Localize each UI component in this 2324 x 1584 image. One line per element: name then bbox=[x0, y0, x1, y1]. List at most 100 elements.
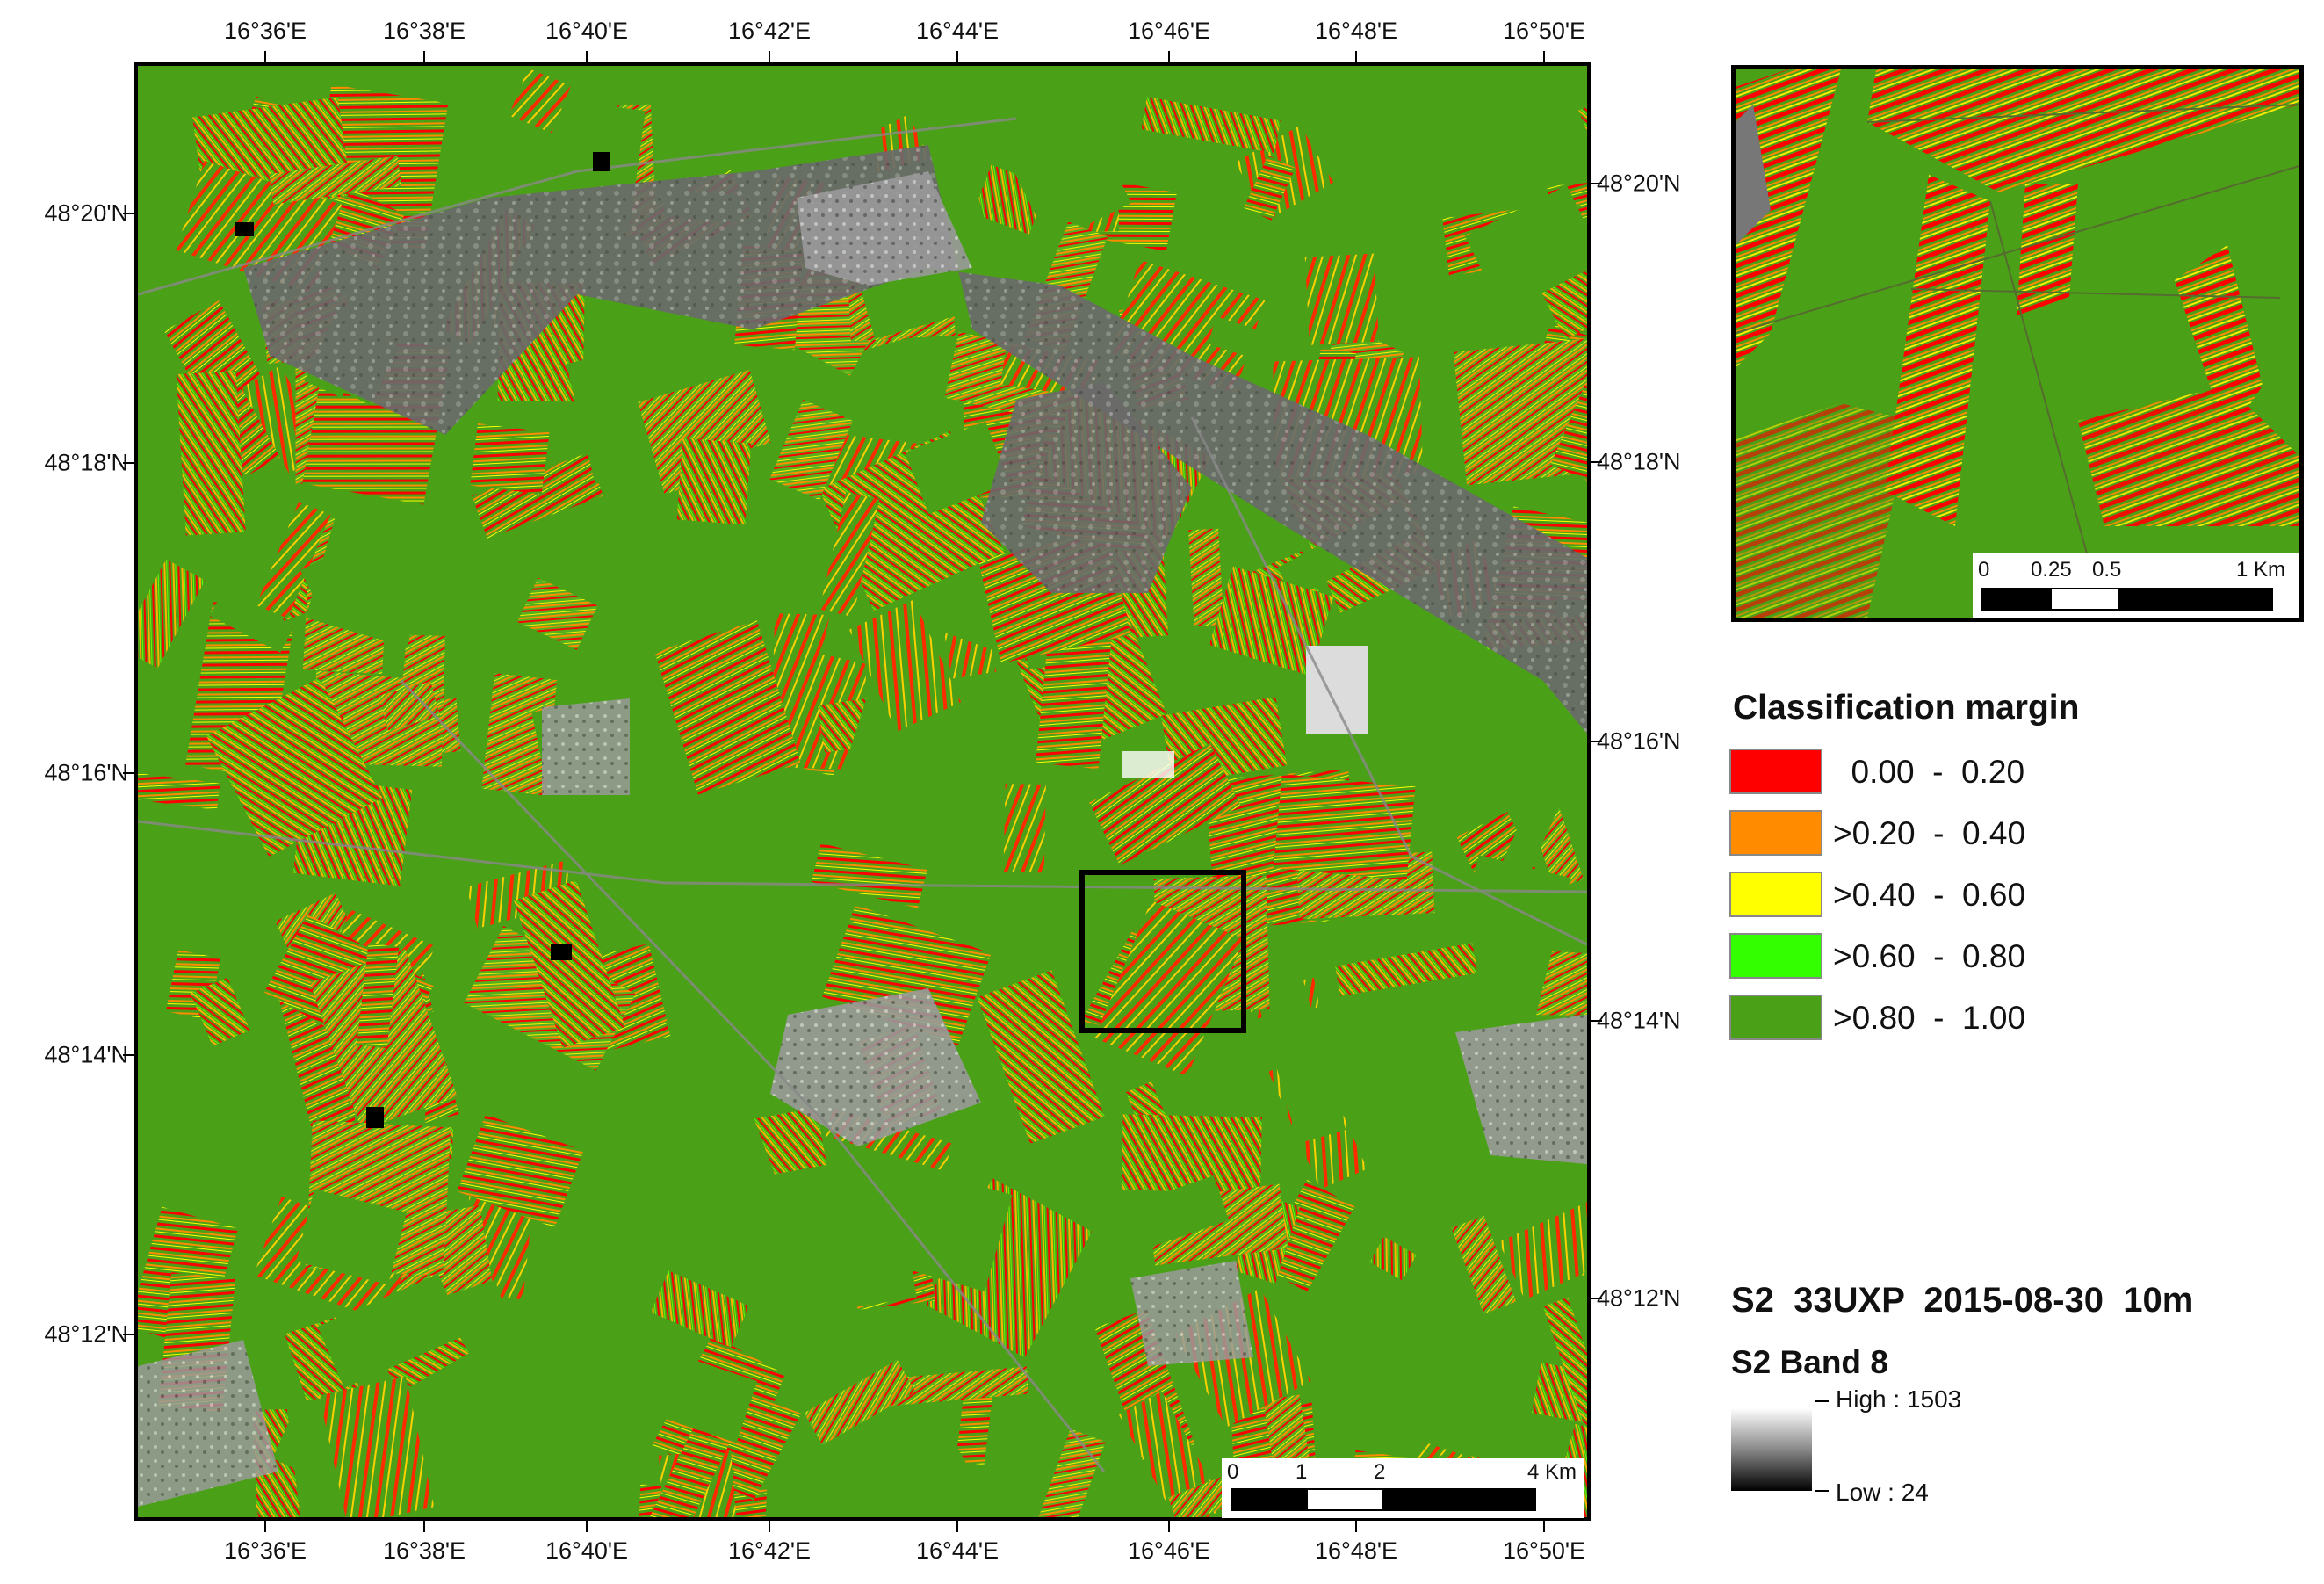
field-parcel bbox=[190, 977, 250, 1046]
inset-extent-box[interactable] bbox=[1079, 870, 1246, 1033]
inset-scalebar-label-025: 0.25 bbox=[2031, 558, 2072, 582]
field-parcel bbox=[1244, 155, 1296, 221]
field-parcel bbox=[819, 492, 880, 618]
main-map[interactable] bbox=[134, 62, 1591, 1521]
main-map-raster bbox=[138, 66, 1587, 1517]
bottom-tick-mark bbox=[264, 1521, 266, 1532]
field-parcel bbox=[1098, 1175, 1230, 1260]
legend-label: >0.20 - 0.40 bbox=[1833, 815, 2026, 851]
bottom-tick-mark bbox=[1168, 1521, 1170, 1532]
top-tick-mark bbox=[1355, 51, 1357, 62]
field-parcel bbox=[1541, 250, 1587, 340]
top-lon-label: 16°44'E bbox=[915, 18, 1000, 44]
field-parcel bbox=[138, 772, 220, 810]
inset-scalebar-seg-2 bbox=[2050, 588, 2120, 611]
bottom-tick-mark bbox=[1355, 1521, 1357, 1532]
scalebar-seg-2 bbox=[1306, 1488, 1383, 1511]
field-parcel bbox=[848, 599, 962, 733]
bottom-tick-mark bbox=[586, 1521, 588, 1532]
field-parcel bbox=[138, 559, 206, 669]
bottom-tick-mark bbox=[769, 1521, 770, 1532]
field-parcel bbox=[1259, 1179, 1355, 1292]
left-tick-mark bbox=[123, 1054, 134, 1056]
field-parcel bbox=[1273, 774, 1416, 880]
bottom-lon-label: 16°46'E bbox=[1127, 1537, 1211, 1564]
top-lon-label: 16°40'E bbox=[545, 18, 629, 44]
field-parcel bbox=[514, 879, 625, 1048]
field-parcel bbox=[472, 452, 603, 539]
inset-scalebar-seg-1 bbox=[1981, 588, 2052, 611]
inset-scalebar-label-1km: 1 Km bbox=[2236, 558, 2286, 582]
field-parcel bbox=[925, 1178, 1093, 1358]
field-parcel bbox=[1369, 1236, 1417, 1281]
field-parcel bbox=[1388, 1349, 1512, 1451]
field-parcel bbox=[317, 1274, 466, 1389]
field-parcel bbox=[673, 1102, 796, 1258]
top-lon-label: 16°36'E bbox=[223, 18, 307, 44]
bottom-lon-label: 16°50'E bbox=[1502, 1537, 1586, 1564]
field-parcel bbox=[470, 423, 550, 495]
field-parcel bbox=[509, 68, 572, 134]
field-parcel bbox=[296, 1189, 407, 1285]
right-lat-label: 48°14'N bbox=[1597, 1007, 1681, 1034]
field-parcel bbox=[176, 371, 246, 536]
inset-map-raster bbox=[1736, 69, 2299, 618]
field-parcel bbox=[357, 943, 400, 1049]
field-parcel bbox=[1003, 784, 1046, 873]
right-tick-mark bbox=[1591, 461, 1602, 463]
field-parcel bbox=[649, 1426, 730, 1517]
field-parcel bbox=[1089, 743, 1241, 865]
left-tick-mark bbox=[123, 462, 134, 464]
left-lat-label: 48°18'N bbox=[44, 449, 128, 476]
bottom-tick-mark bbox=[1543, 1521, 1545, 1532]
legend-label: >0.80 - 1.00 bbox=[1833, 1000, 2026, 1036]
bottom-lon-label: 16°40'E bbox=[545, 1537, 629, 1564]
right-lat-label: 48°16'N bbox=[1597, 727, 1681, 755]
field-parcel bbox=[1498, 736, 1586, 882]
field-parcel bbox=[1498, 1191, 1587, 1300]
field-parcel bbox=[1550, 385, 1587, 495]
gradient-tick-low bbox=[1815, 1490, 1829, 1492]
right-tick-mark bbox=[1591, 1298, 1602, 1299]
legend-swatch bbox=[1729, 933, 1822, 979]
inset-scalebar-seg-3 bbox=[2118, 588, 2273, 611]
right-lat-label: 48°18'N bbox=[1597, 448, 1681, 475]
right-tick-mark bbox=[1591, 183, 1602, 184]
field-parcel bbox=[516, 577, 598, 650]
field-parcel bbox=[1451, 1215, 1517, 1314]
field-parcel bbox=[956, 1392, 993, 1465]
field-parcel bbox=[1253, 973, 1346, 1144]
top-lon-label: 16°50'E bbox=[1502, 18, 1586, 44]
bottom-tick-mark bbox=[423, 1521, 425, 1532]
field-parcel bbox=[811, 843, 927, 908]
legend-swatch bbox=[1729, 872, 1822, 917]
field-parcel bbox=[269, 156, 402, 205]
inset-map[interactable]: 0 0.25 0.5 1 Km bbox=[1731, 65, 2304, 622]
field-parcel bbox=[379, 681, 441, 731]
field-parcel bbox=[804, 1359, 916, 1445]
scalebar-label-2: 2 bbox=[1374, 1460, 1386, 1484]
field-parcel bbox=[1031, 1428, 1106, 1517]
field-parcel bbox=[319, 1376, 435, 1517]
field-parcel bbox=[1335, 943, 1478, 996]
top-tick-mark bbox=[264, 51, 266, 62]
bottom-tick-mark bbox=[956, 1521, 958, 1532]
inset-scalebar-label-0: 0 bbox=[1978, 558, 1990, 582]
field-parcel bbox=[977, 970, 1105, 1144]
top-tick-mark bbox=[586, 51, 588, 62]
right-tick-mark bbox=[1591, 1020, 1602, 1022]
field-parcel bbox=[1542, 1297, 1587, 1443]
left-tick-mark bbox=[123, 772, 134, 774]
field-parcel bbox=[835, 666, 996, 832]
field-parcel bbox=[1544, 1423, 1587, 1517]
field-parcel bbox=[566, 358, 622, 483]
field-parcel bbox=[769, 399, 854, 501]
scalebar-label-0: 0 bbox=[1227, 1460, 1239, 1484]
top-tick-mark bbox=[1168, 51, 1170, 62]
field-parcel bbox=[1188, 528, 1224, 626]
left-tick-mark bbox=[123, 213, 134, 214]
field-parcel bbox=[481, 673, 558, 796]
inset-scalebar-label-05: 0.5 bbox=[2092, 558, 2122, 582]
gradient-tick-high bbox=[1815, 1400, 1829, 1402]
field-parcel bbox=[882, 1165, 1013, 1292]
